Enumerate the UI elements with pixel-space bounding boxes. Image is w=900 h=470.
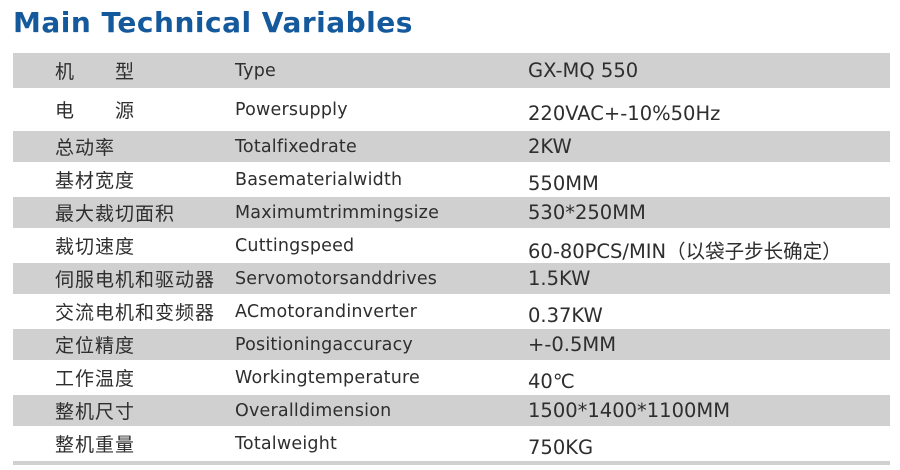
spec-label-en: Servomotorsanddrives — [235, 268, 438, 289]
spec-value: 2KW — [528, 135, 572, 158]
spec-value: +-0.5MM — [528, 333, 617, 356]
spec-label-en: Type — [235, 60, 276, 81]
page-title: Main Technical Variables — [13, 6, 413, 39]
spec-label-zh: 最大裁切面积 — [55, 203, 176, 225]
spec-row-servo-motors: 伺服电机和驱动器 Servomotorsanddrives 1.5KW — [13, 263, 890, 294]
spec-label-zh: 整机重量 — [55, 434, 136, 456]
spec-row-power-supply: 电 源 Powersupply 220VAC+-10%50Hz — [13, 88, 890, 131]
spec-label-zh: 裁切速度 — [55, 236, 136, 258]
spec-value: 1.5KW — [528, 267, 591, 290]
spec-row-working-temperature: 工作温度 Workingtemperature 40℃ — [13, 360, 890, 395]
spec-value: GX-MQ 550 — [528, 59, 639, 82]
spec-label-zh: 基材宽度 — [55, 170, 136, 192]
spec-label-zh: 工作温度 — [55, 368, 136, 390]
spec-label-zh: 总动率 — [55, 137, 116, 159]
spec-value: 530*250MM — [528, 201, 646, 224]
spec-value: 1500*1400*1100MM — [528, 399, 731, 422]
spec-value: 60-80PCS/MIN（以袋子步长确定） — [528, 240, 842, 263]
spec-label-en: Powersupply — [235, 99, 348, 120]
spec-label-en: Totalweight — [235, 433, 338, 454]
spec-row-ac-motor-inverter: 交流电机和变频器 ACmotorandinverter 0.37KW — [13, 294, 890, 329]
spec-label-zh: 机 型 — [55, 61, 136, 83]
spec-value: 220VAC+-10%50Hz — [528, 102, 721, 125]
spec-label-en: Overalldimension — [235, 400, 392, 421]
next-row-cutoff-edge — [13, 461, 890, 465]
spec-row-cutting-speed: 裁切速度 Cuttingspeed 60-80PCS/MIN（以袋子步长确定） — [13, 228, 890, 263]
spec-value: 40℃ — [528, 370, 575, 393]
spec-table: 机 型 Type GX-MQ 550 电 源 Powersupply 220VA… — [13, 53, 890, 465]
spec-value: 0.37KW — [528, 304, 603, 327]
spec-label-en: Maximumtrimmingsize — [235, 202, 440, 223]
spec-label-en: Totalfixedrate — [235, 136, 357, 157]
spec-row-total-weight: 整机重量 Totalweight 750KG — [13, 426, 890, 461]
spec-row-max-trimming-size: 最大裁切面积 Maximumtrimmingsize 530*250MM — [13, 197, 890, 228]
spec-label-en: Cuttingspeed — [235, 235, 355, 256]
spec-label-en: Basematerialwidth — [235, 169, 403, 190]
spec-row-type: 机 型 Type GX-MQ 550 — [13, 53, 890, 88]
spec-label-zh: 整机尺寸 — [55, 401, 136, 423]
spec-row-positioning-accuracy: 定位精度 Positioningaccuracy +-0.5MM — [13, 329, 890, 360]
spec-label-zh: 伺服电机和驱动器 — [55, 269, 216, 291]
spec-label-en: Positioningaccuracy — [235, 334, 413, 355]
spec-label-zh: 交流电机和变频器 — [55, 302, 216, 324]
spec-row-base-material-width: 基材宽度 Basematerialwidth 550MM — [13, 162, 890, 197]
spec-value: 750KG — [528, 436, 594, 459]
spec-row-total-fixed-rate: 总动率 Totalfixedrate 2KW — [13, 131, 890, 162]
spec-label-zh: 定位精度 — [55, 335, 136, 357]
spec-row-overall-dimension: 整机尺寸 Overalldimension 1500*1400*1100MM — [13, 395, 890, 426]
spec-label-en: ACmotorandinverter — [235, 301, 418, 322]
spec-value: 550MM — [528, 172, 599, 195]
spec-label-en: Workingtemperature — [235, 367, 420, 388]
spec-label-zh: 电 源 — [55, 100, 136, 122]
